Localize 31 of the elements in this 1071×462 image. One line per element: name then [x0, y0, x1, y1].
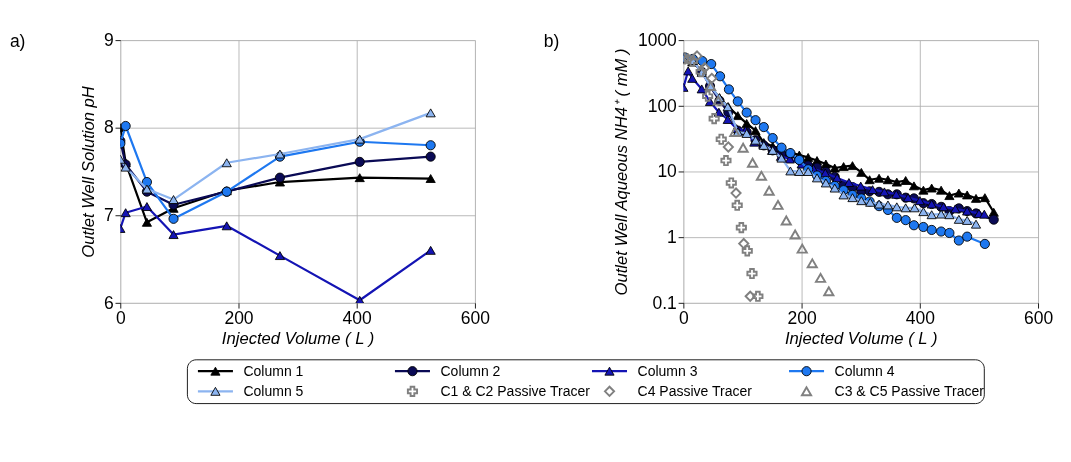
legend-label: Column 3 [637, 362, 698, 379]
legend-label: Column 5 [243, 382, 304, 399]
x-axis-title: Injected Volume ( L ) [784, 329, 938, 349]
x-tick-label: 0 [678, 308, 689, 329]
y-tick-label: 9 [104, 29, 114, 50]
y-tick-label: 8 [104, 117, 114, 138]
x-tick-label: 400 [342, 308, 373, 329]
y-tick-label: 10 [657, 161, 678, 182]
legend-label: C4 Passive Tracer [637, 382, 753, 399]
x-tick-label: 200 [787, 308, 817, 329]
y-axis-title: Outlet Well Aqueous NH4⁺ ( mM ) [612, 48, 632, 296]
y-axis-title: Outlet Well Solution pH [78, 85, 98, 258]
y-tick-label: 6 [104, 292, 114, 313]
x-tick-label: 600 [1023, 308, 1054, 329]
y-tick-label: 0.1 [652, 292, 677, 313]
legend-label: C3 & C5 Passive Tracer [834, 382, 985, 399]
legend-label: Column 4 [834, 362, 895, 379]
chart-title: a) [9, 31, 26, 52]
legend-label: Column 1 [243, 362, 304, 379]
y-tick-label: 100 [647, 95, 678, 116]
x-tick-label: 600 [460, 308, 491, 329]
y-tick-label: 1 [667, 226, 677, 247]
y-tick-label: 1000 [637, 29, 678, 50]
y-tick-label: 7 [104, 205, 114, 225]
x-tick-label: 200 [224, 308, 254, 329]
legend-label: C1 & C2 Passive Tracer [440, 382, 591, 399]
x-tick-label: 0 [115, 308, 126, 329]
legend-label: Column 2 [440, 362, 501, 379]
x-axis-title: Injected Volume ( L ) [221, 329, 375, 349]
chart-title: b) [543, 31, 560, 52]
x-tick-label: 400 [905, 308, 936, 329]
